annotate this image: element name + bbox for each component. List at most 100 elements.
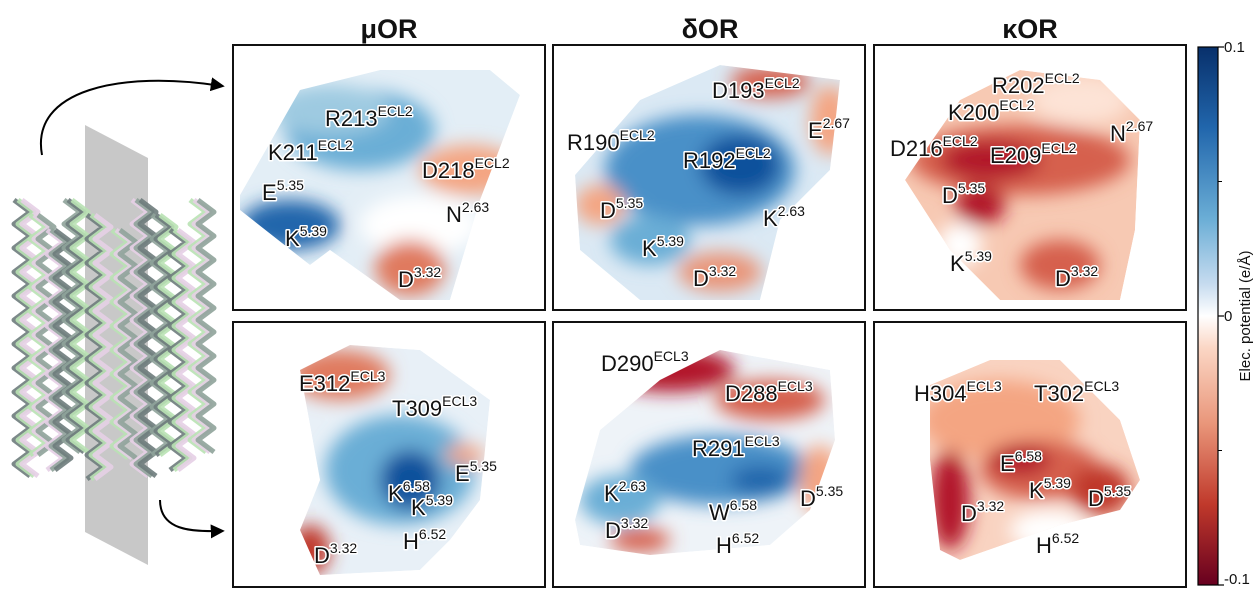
potential-surface bbox=[240, 70, 520, 300]
potential-region bbox=[1030, 75, 1130, 125]
residue-name: E bbox=[808, 118, 823, 143]
residue-superscript: 3.32 bbox=[330, 540, 357, 556]
residue-superscript: ECL3 bbox=[1084, 378, 1119, 394]
residue-label: D193ECL2 bbox=[712, 75, 800, 103]
residue-name: K bbox=[642, 236, 657, 261]
residue-superscript: ECL2 bbox=[318, 137, 353, 153]
helix bbox=[92, 213, 114, 481]
helix bbox=[195, 198, 217, 454]
residue-name: T302 bbox=[1034, 381, 1084, 406]
residue-name: E bbox=[455, 461, 470, 486]
residue-superscript: ECL2 bbox=[999, 97, 1034, 113]
residue-superscript: 5.35 bbox=[1104, 483, 1131, 499]
residue-superscript: 5.39 bbox=[1044, 475, 1071, 491]
residue-superscript: ECL2 bbox=[1041, 140, 1076, 156]
potential-region bbox=[810, 85, 840, 155]
residue-label: H304ECL3 bbox=[914, 378, 1002, 406]
potential-region bbox=[700, 135, 780, 195]
residue-name: H304 bbox=[914, 381, 967, 406]
residue-label: D3.32 bbox=[961, 498, 1004, 526]
residue-label: D5.35 bbox=[1088, 483, 1131, 511]
residue-label: D3.32 bbox=[693, 263, 736, 291]
residue-superscript: ECL2 bbox=[475, 155, 510, 171]
residue-name: R192 bbox=[683, 148, 736, 173]
residue-label: D288ECL3 bbox=[725, 378, 813, 406]
residue-superscript: ECL3 bbox=[442, 393, 477, 409]
residue-label: H6.52 bbox=[716, 530, 759, 558]
residue-label: R213ECL2 bbox=[325, 103, 413, 131]
residue-superscript: 2.67 bbox=[823, 115, 850, 131]
residue-superscript: 3.32 bbox=[414, 264, 441, 280]
colorbar-tick-label: 0.1 bbox=[1224, 39, 1245, 56]
residue-superscript: 5.39 bbox=[426, 492, 453, 508]
residue-name: K bbox=[411, 495, 426, 520]
residue-label: D290ECL3 bbox=[601, 348, 689, 376]
residue-superscript: 2.63 bbox=[619, 478, 646, 494]
potential-region bbox=[445, 445, 485, 465]
residue-superscript: ECL3 bbox=[967, 378, 1002, 394]
potential-region bbox=[270, 85, 390, 135]
residue-label: K200ECL2 bbox=[948, 97, 1035, 125]
residue-name: D bbox=[398, 267, 414, 292]
residue-superscript: 6.58 bbox=[403, 478, 430, 494]
residue-name: D288 bbox=[725, 381, 778, 406]
residue-name: K211 bbox=[268, 140, 318, 165]
column-title: μOR bbox=[360, 14, 417, 44]
residue-name: D bbox=[942, 183, 958, 208]
residue-superscript: 6.52 bbox=[419, 526, 446, 542]
residue-label: R202ECL2 bbox=[992, 70, 1080, 98]
surface-pattern bbox=[300, 350, 485, 575]
potential-region bbox=[930, 450, 970, 550]
residue-superscript: ECL3 bbox=[778, 378, 813, 394]
residue-name: K200 bbox=[948, 100, 999, 125]
potential-region bbox=[715, 380, 825, 420]
residue-superscript: 5.35 bbox=[816, 483, 843, 499]
residue-superscript: 2.63 bbox=[778, 203, 805, 219]
residue-label: N2.63 bbox=[446, 199, 489, 227]
residue-superscript: ECL2 bbox=[765, 75, 800, 91]
residue-superscript: 6.52 bbox=[732, 530, 759, 546]
residue-name: K bbox=[604, 481, 619, 506]
potential-region bbox=[375, 240, 445, 296]
residue-label: W6.58 bbox=[709, 497, 757, 525]
arrow bbox=[39, 77, 225, 156]
residue-name: D bbox=[600, 198, 616, 223]
residue-name: D193 bbox=[712, 78, 765, 103]
potential-region bbox=[955, 185, 1005, 225]
residue-label: K2.63 bbox=[763, 203, 805, 231]
potential-region bbox=[300, 350, 390, 400]
residue-superscript: ECL3 bbox=[654, 348, 689, 364]
residue-label: T302ECL3 bbox=[1034, 378, 1119, 406]
colorbar-label: Elec. potential (e/Å) bbox=[1237, 251, 1254, 382]
residue-name: D bbox=[800, 486, 816, 511]
residue-name: E bbox=[1000, 451, 1015, 476]
residue-label: H6.52 bbox=[403, 526, 446, 554]
residue-label: E2.67 bbox=[808, 115, 850, 143]
potential-region bbox=[580, 475, 660, 525]
residue-name: N bbox=[1110, 121, 1126, 146]
residue-name: R202 bbox=[992, 73, 1045, 98]
residue-label: D5.35 bbox=[800, 483, 843, 511]
surface-pattern bbox=[575, 66, 840, 292]
potential-surface bbox=[575, 350, 835, 555]
potential-panel: R213ECL2K211ECL2D218ECL2E5.35N2.63K5.39D… bbox=[232, 44, 546, 311]
residue-label: K211ECL2 bbox=[268, 137, 353, 165]
protein-structure bbox=[11, 125, 217, 565]
residue-name: D bbox=[961, 501, 977, 526]
residue-name: H bbox=[403, 529, 419, 554]
column-title: κOR bbox=[1002, 14, 1058, 44]
residue-superscript: ECL2 bbox=[943, 133, 978, 149]
residue-name: W bbox=[709, 500, 730, 525]
residue-superscript: 2.63 bbox=[462, 199, 489, 215]
residue-name: D bbox=[605, 518, 621, 543]
residue-name: H bbox=[716, 533, 732, 558]
residue-label: E5.35 bbox=[262, 177, 304, 205]
residue-name: D216 bbox=[890, 136, 943, 161]
residue-superscript: 6.58 bbox=[1015, 448, 1042, 464]
residue-label: D3.32 bbox=[605, 515, 648, 543]
residue-superscript: 5.39 bbox=[965, 248, 992, 264]
colorbar: Elec. potential (e/Å) 0.1 0 -0.1 bbox=[1197, 39, 1254, 588]
residue-label: N2.67 bbox=[1110, 118, 1153, 146]
residue-superscript: 2.67 bbox=[1126, 118, 1153, 134]
residue-superscript: ECL2 bbox=[620, 127, 655, 143]
